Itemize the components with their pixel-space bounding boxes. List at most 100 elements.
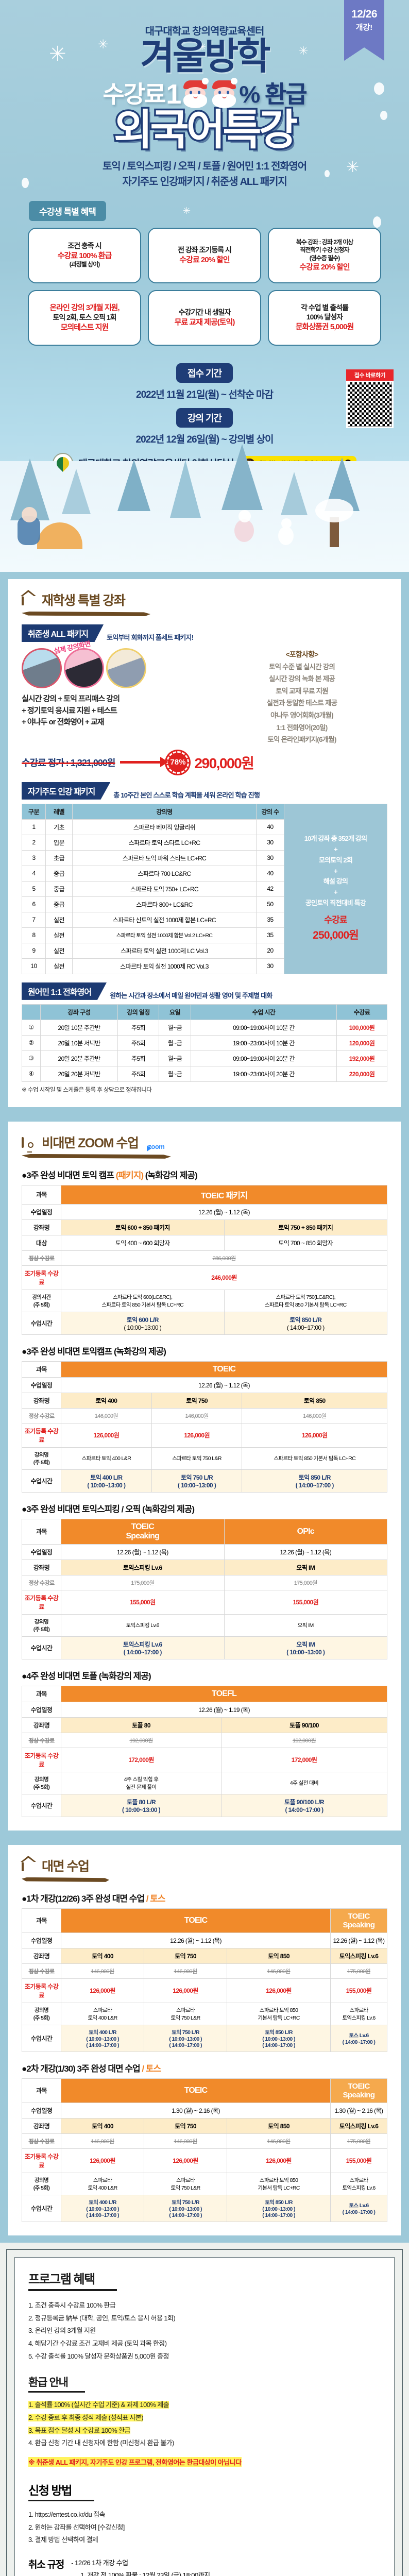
include-item: 토익 교재 무료 지원 — [276, 687, 329, 695]
zoom-brand-label: zoom — [148, 1142, 165, 1150]
summary-line: + — [334, 888, 338, 896]
apply-item: 3. 결제 방법 선택하여 결제 — [28, 2536, 98, 2544]
apply-method-title: 신청 방법 — [28, 2484, 72, 2498]
benefit-highlight: 무료 교재 제공(토익) — [174, 317, 235, 327]
cell-level: 오픽 IM — [224, 1559, 387, 1575]
cell-level: 토익 750 — [144, 1947, 228, 1964]
benefit-note: (영수증 필수) — [309, 254, 340, 262]
table-row: 8 실전 스파르타 토익 실전 1000제 합본 Vol.2 LC+RC 35 — [22, 927, 387, 943]
table-row: 정상 수강료 146,000원 146,000원 146,000원 175,00… — [22, 2133, 387, 2149]
col-header: 강좌 구성 — [40, 1004, 118, 1020]
cell-time: 09:00~19:00사이 10분 간 — [191, 1019, 337, 1036]
zoom-toefl-table: 과목 TOEFL 수업일정 12.26 (월) ~ 1.19 (목) 강좌명 토… — [22, 1685, 387, 1817]
row-label: 정상 수강료 — [22, 1963, 61, 1979]
summary-line: 해설 강의 — [323, 877, 348, 886]
lecture-line: 스파르타 토익 600(LC&RC), — [113, 1294, 173, 1300]
row-label: 정상 수강료 — [22, 1408, 61, 1423]
cell-course: 스파르타 신토익 실전 1000제 합본 LC+RC — [72, 911, 257, 928]
snowman-decor — [281, 518, 292, 529]
cancel-policy: 취소 규정 - 12/26 1차 개강 수업 1. 개강 전 100% 환불 :… — [28, 2557, 381, 2576]
cell-class-time: 토익 400 L/R ( 10:00~13:00 ) — [61, 1469, 152, 1493]
cell-time: 19:00~23:00사이 20분 간 — [191, 1065, 337, 1082]
table-row: 과목 TOEFL — [22, 1685, 387, 1702]
apply-item[interactable]: 1. https://entest.co.kr/du 접속 — [28, 2511, 105, 2519]
row-label: 강의명 (주 5회) — [22, 2172, 61, 2195]
table-row: 수업시간 토익 400 L/R ( 10:00~13:00 ) ( 14:00~… — [22, 2024, 387, 2052]
cell-fee-early: 172,000원 — [60, 1747, 222, 1772]
row-label: 정상 수강료 — [22, 1732, 61, 1748]
snowflake-icon: ✳ — [98, 38, 109, 52]
subsection-self-package-header: 자기주도 인강 패키지 총 10주간 본인 스스로 학습 계획을 세워 온라인 … — [22, 782, 387, 800]
period-block: 접수 기간 2022년 11월 21일(월) ~ 선착순 마감 강의 기간 20… — [0, 363, 409, 446]
cell-level: 토익 400 — [60, 1947, 145, 1964]
cell-level: 토플 90/100 — [221, 1717, 387, 1733]
qr-apply-block[interactable]: 접수 바로하기 — [346, 369, 394, 428]
table-row: 5 중급 스파르타 토익 750+ LC+RC 42 — [22, 880, 387, 897]
zoom-logo-icon: zoom — [143, 1142, 169, 1151]
row-label: 과목 — [22, 2078, 61, 2103]
row-label: 수업시간 — [22, 2194, 61, 2222]
cell-schedule: 12.26 (월) ~ 1.12 (목) — [61, 1204, 387, 1220]
row-label: 강의시간 (주 5회) — [22, 1289, 61, 1312]
benefit-card-grid: 조건 충족 시 수강료 100% 환급 (과정별 상이) 전 강좌 조기등록 시… — [16, 227, 393, 346]
cell-no: ③ — [22, 1050, 41, 1066]
arrow-right-icon — [120, 757, 169, 768]
cell-fee-early: 246,000원 — [61, 1265, 387, 1290]
zoom-camp-package-heading: ●3주 완성 비대면 토익 캠프 (패키지) (녹화강의 제공) — [22, 1168, 387, 1181]
cell-course: 20일 20분 주간반 — [40, 1050, 118, 1066]
cell-count: 30 — [256, 834, 284, 851]
cell-course: 토익 750 + 850 패키지 — [224, 1219, 387, 1235]
cell-course: 스파르타 토익 750 L&R — [144, 2172, 228, 2195]
hero-banner: ✳ ✳ ✳ ✳ ✳ ✳ 12/26 개강! 대구대학교 창의역량교육센터 겨울방… — [0, 0, 409, 572]
cell-class-time: 토익 850 L/R ( 10:00~13:00 ) ( 14:00~17:00… — [227, 2194, 331, 2222]
cell-schedule: 12.26 (월) ~ 1.12 (목) — [330, 1932, 387, 1948]
package-content-line: + 정기토익 응시료 지원 + 테스트 — [22, 706, 117, 715]
tree-decor — [62, 469, 91, 514]
hero-subtitle: 토익 / 토익스피킹 / 오픽 / 토플 / 원어민 1:1 전화영어 자기주도… — [0, 159, 409, 190]
heading-part: ●3주 완성 비대면 토익 캠프 — [22, 1170, 116, 1180]
cell-course: 스파르타 700 LC&RC — [72, 865, 257, 882]
row-label: 강의명 (주 5회) — [22, 1614, 61, 1637]
refund-item: 3. 목표 점수 달성 시 수강료 100% 환급 — [28, 2426, 131, 2434]
heading-part: ●1차 개강(12/26) 3주 완성 대면 수업 — [22, 1893, 146, 1904]
row-label: 조기등록 수강료 — [22, 1265, 61, 1290]
table-row: 정상 수강료 286,000원 — [22, 1250, 387, 1266]
cancel-policy-title: 취소 규정 — [28, 2560, 64, 2571]
cell-fee-early: 126,000원 — [144, 1978, 228, 2003]
row-label: 수업일정 — [22, 1204, 61, 1220]
subject-header: TOEIC — [61, 1908, 331, 1933]
zoom-toeic-package-table: 과목 TOEIC 패키지 수업일정 12.26 (월) ~ 1.12 (목) 강… — [22, 1184, 387, 1335]
col-header: 수업 시간 — [191, 1004, 337, 1020]
table-row: 수업시간 토익 400 L/R ( 10:00~13:00 ) ( 14:00~… — [22, 2194, 387, 2222]
offline-second-heading: ●2차 개강(1/30) 3주 완성 대면 수업 / 토스 — [22, 2061, 387, 2074]
cell-schedule: 주5회 — [117, 1019, 159, 1036]
cell-fee-normal: 175,000원 — [61, 1574, 225, 1590]
table-row: 수업일정 12.26 (월) ~ 1.12 (목) — [22, 1377, 387, 1393]
title-rule — [28, 2391, 85, 2393]
table-row: 3 초급 스파르타 토익 파워 스타트 LC+RC 30 — [22, 850, 387, 866]
col-header: 레벨 — [45, 803, 73, 820]
row-label: 강의명 (주 5회) — [22, 1771, 61, 1794]
cell-schedule: 주5회 — [117, 1065, 159, 1082]
table-row: 대상 토익 400 ~ 600 희망자 토익 700 ~ 850 희망자 — [22, 1234, 387, 1251]
cell-days: 월~금 — [159, 1065, 191, 1082]
benefit-line: 토익 2회, 토스 오픽 1회 — [53, 313, 116, 321]
cell-fee-normal: 192,000원 — [60, 1732, 222, 1748]
brand-line: 대구대학교 창의역량교육센터 — [145, 26, 265, 37]
benefit-card: 조건 충족 시 수강료 100% 환급 (과정별 상이) — [28, 227, 141, 283]
offline-second-table: 과목 TOEIC TOEIC Speaking 수업일정 1.30 (월) ~ … — [22, 2078, 387, 2222]
table-row: 1 기초 스파르타 베이직 잉글리쉬 40 — [22, 819, 387, 835]
include-item: 실시간 강의 녹화 본 제공 — [268, 675, 335, 683]
cell-level: 토익스피킹 Lv.6 — [330, 2117, 387, 2134]
col-header: 수강료 — [336, 1004, 387, 1020]
cell-count: 35 — [256, 927, 284, 943]
tree-decor — [117, 460, 150, 511]
decor-dot — [374, 82, 384, 95]
qr-code-image[interactable] — [346, 380, 394, 428]
subsection-desc: 총 10주간 본인 스스로 학습 계획을 세워 온라인 학습 진행 — [113, 791, 260, 799]
table-row: 수업시간 토익스피킹 Lv.6 ( 14:00~17:00 ) 오픽 IM ( … — [22, 1636, 387, 1659]
benefit-line: 복수 강좌 : 강좌 2개 이상 — [296, 238, 354, 246]
hero-subtitle-line2: 자기주도 인강패키지 / 취준생 ALL 패키지 — [122, 176, 287, 188]
table-row: 강의명 (주 5회) 스파르타 토익 400 L&R 스파르타 토익 750 L… — [22, 2002, 387, 2025]
cancel-item: 1. 개강 전 100% 환불 : 12월 23일 (금) 18:00까지 — [80, 2571, 210, 2576]
